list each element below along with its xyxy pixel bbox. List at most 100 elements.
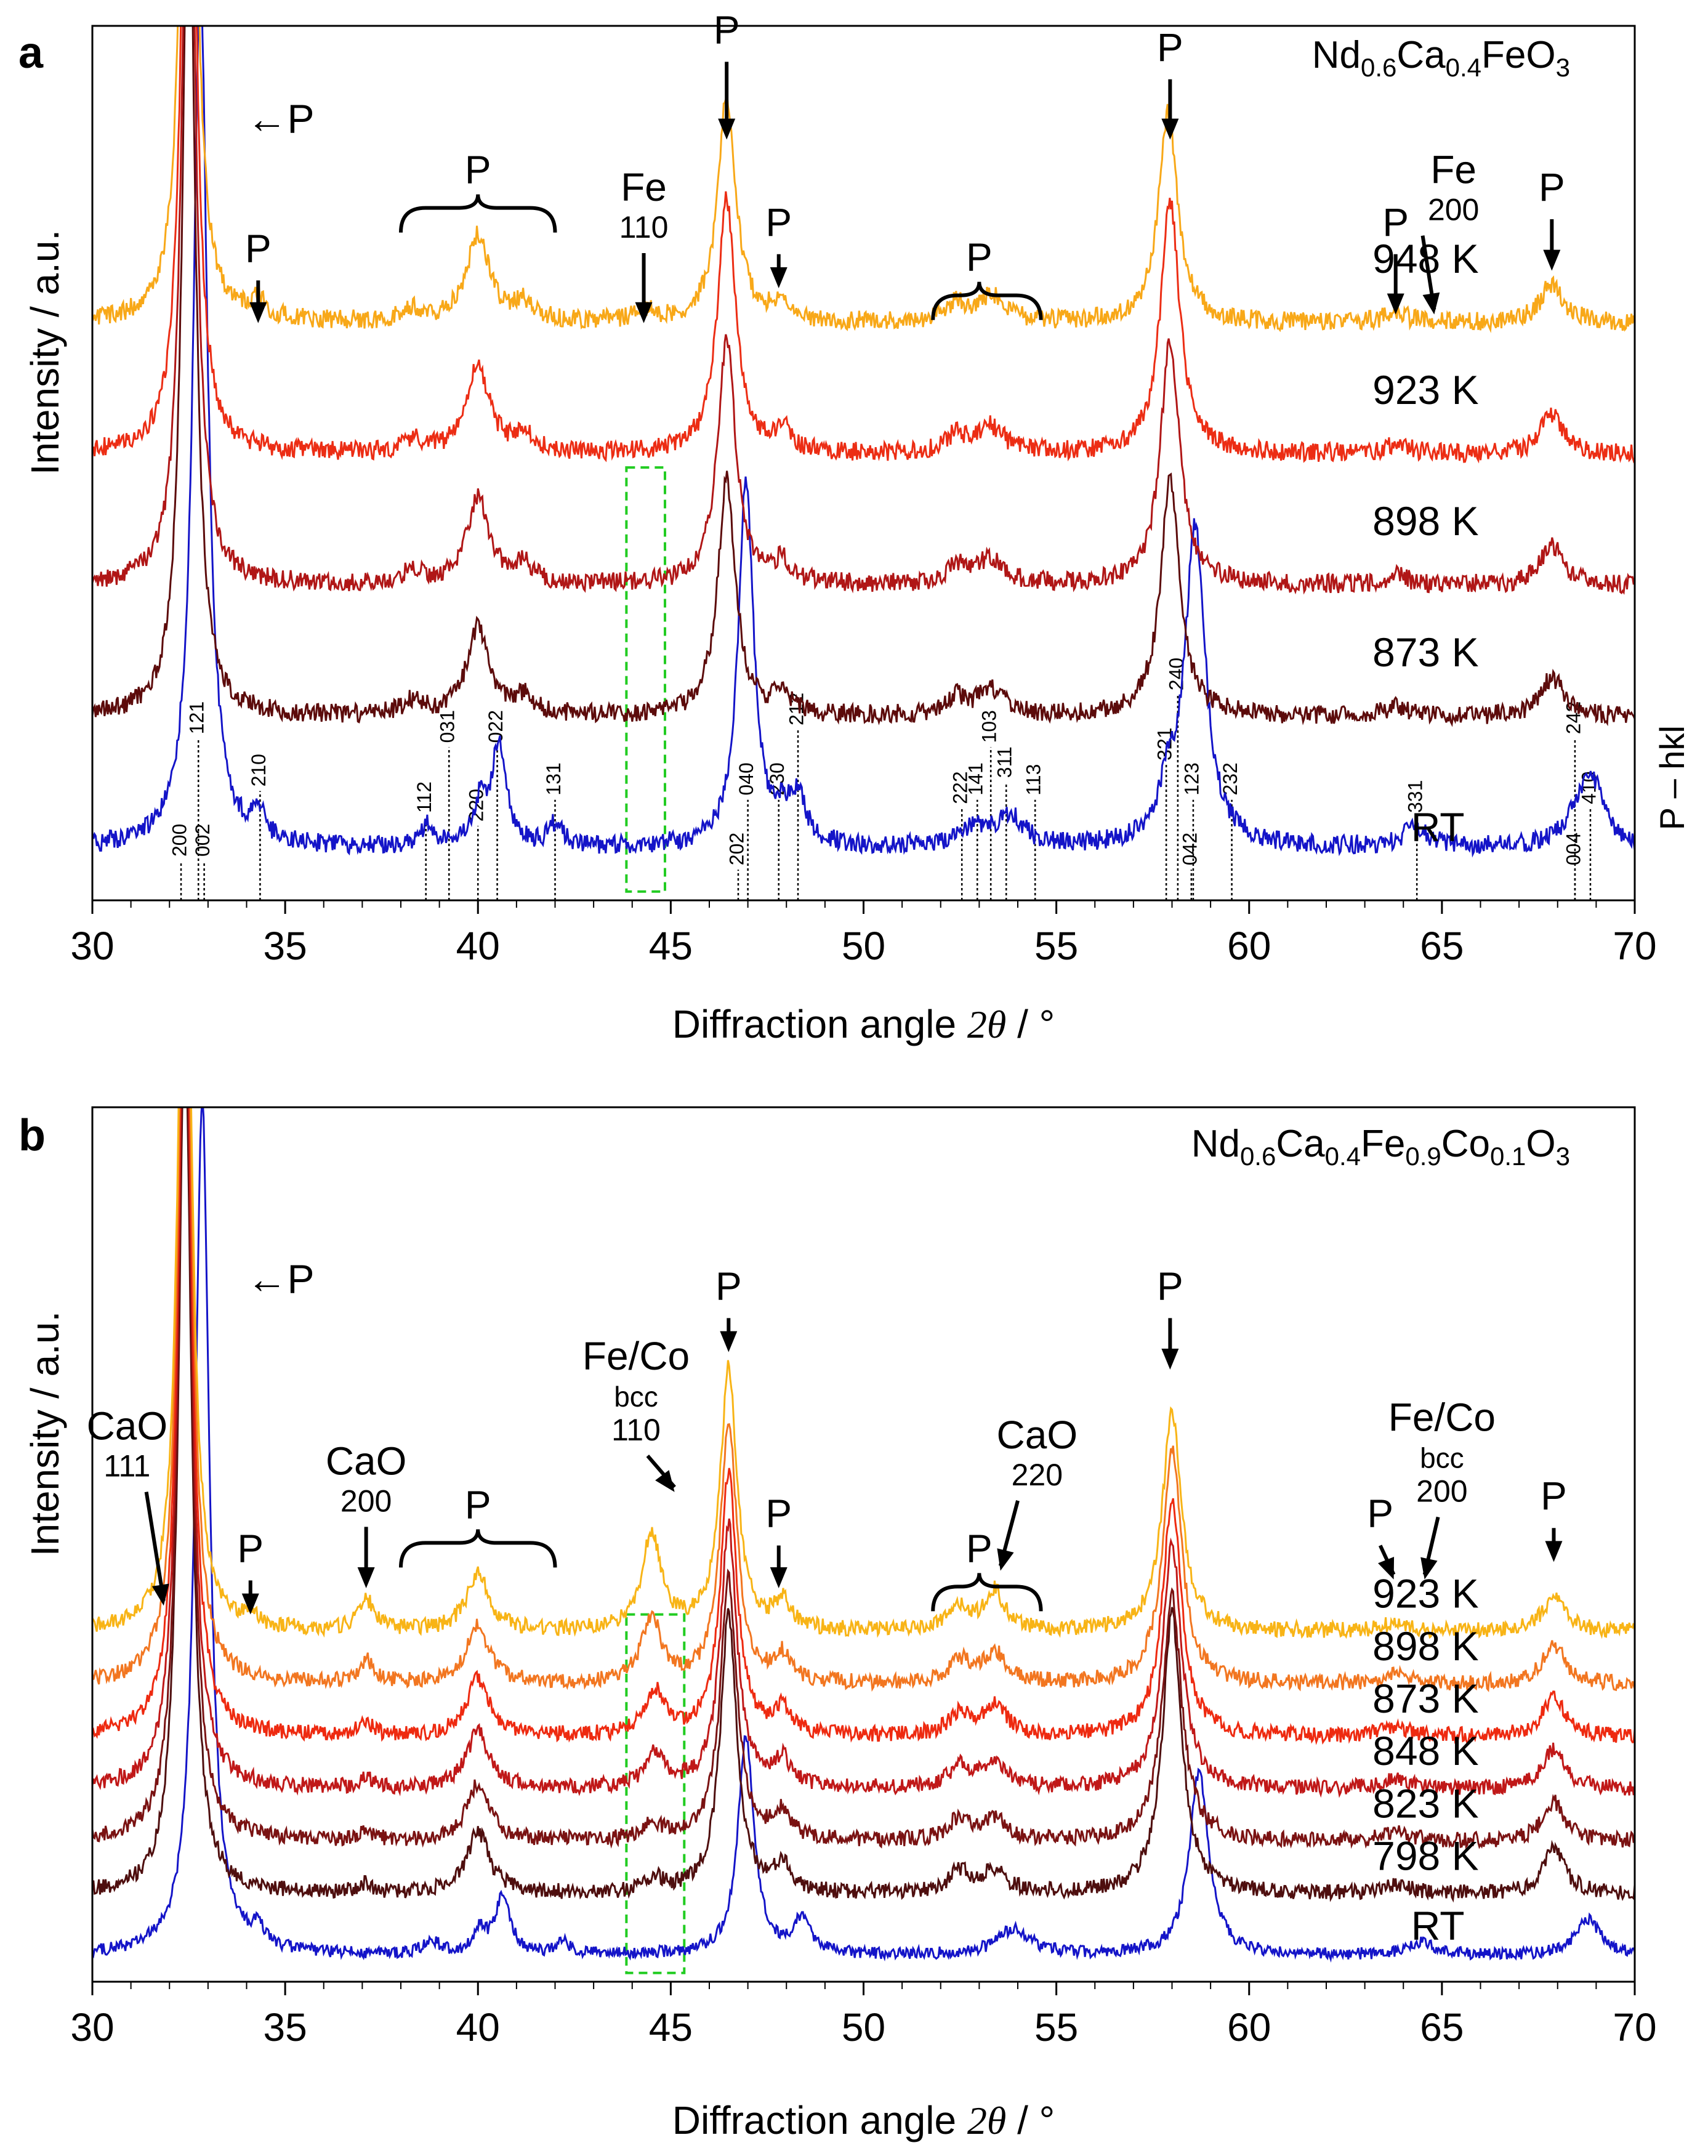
metal-phase-window bbox=[625, 1613, 686, 1974]
annotation-label: Fe/Co bbox=[582, 1334, 690, 1378]
x-tick-label: 65 bbox=[1420, 2005, 1464, 2049]
annotation-label: P bbox=[237, 1526, 264, 1570]
hkl-label: 031 bbox=[437, 710, 459, 743]
annotation-label: P bbox=[765, 200, 792, 244]
hkl-label: 222 bbox=[949, 771, 972, 804]
annotation-label: P bbox=[1157, 1264, 1183, 1308]
annotation-label: Fe bbox=[621, 165, 667, 209]
annotation-brace bbox=[399, 194, 557, 233]
x-tick-label: 55 bbox=[1034, 2005, 1078, 2049]
chart-title: Nd0.6Ca0.4Fe0.9Co0.1O3 bbox=[1191, 1123, 1570, 1171]
panel-letter: b bbox=[18, 1111, 46, 1160]
annotation-brace bbox=[931, 281, 1043, 320]
series-curve bbox=[92, 1107, 1635, 1745]
hkl-label: 112 bbox=[413, 781, 435, 813]
annotation-arrowhead bbox=[1161, 1349, 1179, 1370]
hkl-label: 004 bbox=[1562, 833, 1584, 865]
x-tick-label: 45 bbox=[649, 2005, 693, 2049]
chart-title: Nd0.6Ca0.4FeO3 bbox=[1312, 34, 1570, 82]
series-curve bbox=[92, 26, 1635, 858]
y-axis-label: Intensity / a.u. bbox=[23, 1311, 67, 1556]
annotation-label: ←P bbox=[247, 96, 315, 142]
annotation-label: CaO bbox=[326, 1439, 407, 1483]
annotation-arrow bbox=[144, 1492, 166, 1601]
annotation-label: P bbox=[966, 235, 993, 280]
annotation-label: P bbox=[1157, 25, 1183, 70]
hkl-label: 200 bbox=[168, 824, 190, 857]
annotation-brace bbox=[399, 1529, 557, 1568]
metal-phase-window bbox=[625, 466, 666, 893]
annotation-arrowhead bbox=[1422, 292, 1440, 315]
annotation-arrowhead bbox=[1378, 1557, 1395, 1580]
x-axis-label: Diffraction angle 2θ / ° bbox=[672, 1002, 1055, 1046]
annotation-label: P bbox=[715, 1264, 742, 1308]
x-tick-label: 35 bbox=[264, 924, 307, 968]
series-label: 873 K bbox=[1372, 629, 1478, 675]
hkl-label: 240 bbox=[1165, 658, 1187, 690]
annotation-label: 111 bbox=[103, 1449, 150, 1484]
hkl-label: 002 bbox=[191, 824, 214, 857]
annotation-label: CaO bbox=[87, 1404, 168, 1448]
x-tick-label: 60 bbox=[1227, 924, 1271, 968]
series-label: RT bbox=[1411, 1903, 1465, 1948]
annotation-label: 200 bbox=[340, 1484, 392, 1518]
series-curve bbox=[92, 1107, 1635, 1692]
panel-letter: a bbox=[18, 28, 44, 78]
annotation-brace bbox=[931, 1573, 1043, 1612]
hkl-label: 131 bbox=[542, 762, 565, 795]
annotation-label: P bbox=[1539, 165, 1565, 209]
series-label: 873 K bbox=[1372, 1676, 1478, 1721]
annotation-arrowhead bbox=[770, 267, 788, 288]
annotation-arrowhead bbox=[357, 1567, 375, 1588]
annotation-arrowhead bbox=[718, 118, 736, 140]
x-tick-label: 70 bbox=[1613, 924, 1656, 968]
annotation-arrowhead bbox=[151, 1583, 169, 1606]
x-tick-label: 45 bbox=[649, 924, 693, 968]
annotation-label: bcc bbox=[614, 1381, 658, 1413]
annotation-label: P bbox=[966, 1526, 993, 1570]
hkl-label: 123 bbox=[1180, 762, 1202, 795]
hkl-label: 042 bbox=[1178, 833, 1201, 865]
hkl-label: 311 bbox=[994, 746, 1016, 778]
x-tick-label: 30 bbox=[70, 924, 114, 968]
hkl-label: 040 bbox=[735, 762, 757, 795]
annotation-arrowhead bbox=[1420, 1557, 1438, 1580]
series-label: 823 K bbox=[1372, 1780, 1478, 1826]
annotation-label: Fe bbox=[1430, 148, 1476, 192]
x-tick-label: 40 bbox=[456, 2005, 500, 2049]
hkl-label: 210 bbox=[248, 754, 270, 786]
x-tick-label: 65 bbox=[1420, 924, 1464, 968]
series-curve bbox=[92, 1107, 1635, 1963]
annotation-arrowhead bbox=[1545, 1541, 1563, 1562]
annotation-label: bcc bbox=[1420, 1442, 1464, 1474]
annotation-label: P bbox=[245, 226, 272, 270]
series-label: 848 K bbox=[1372, 1728, 1478, 1774]
annotation-label: P bbox=[1367, 1492, 1393, 1536]
plot-frame bbox=[91, 25, 1636, 902]
annotation-label: P bbox=[465, 148, 491, 192]
x-tick-label: 40 bbox=[456, 924, 500, 968]
annotation-arrowhead bbox=[1387, 293, 1404, 315]
annotation-label: CaO bbox=[997, 1413, 1078, 1457]
annotation-arrowhead bbox=[655, 1470, 675, 1492]
annotation-arrowhead bbox=[770, 1567, 788, 1588]
hkl-label: 103 bbox=[978, 710, 1001, 743]
x-tick-label: 50 bbox=[842, 924, 885, 968]
series-curve bbox=[92, 1107, 1635, 1798]
hkl-label: 331 bbox=[1404, 780, 1427, 813]
series-curve bbox=[92, 26, 1635, 595]
series-label: 898 K bbox=[1372, 1623, 1478, 1669]
annotation-label: Fe/Co bbox=[1388, 1395, 1496, 1439]
series-curve bbox=[92, 1107, 1635, 1849]
annotation-label: P bbox=[1541, 1474, 1567, 1518]
annotation-label: 220 bbox=[1012, 1458, 1063, 1492]
annotation-arrowhead bbox=[720, 1331, 738, 1352]
series-label: 798 K bbox=[1372, 1833, 1478, 1879]
series-curve bbox=[92, 26, 1635, 727]
hkl-label: 022 bbox=[485, 710, 507, 743]
annotation-arrowhead bbox=[249, 302, 267, 323]
annotation-label: P bbox=[765, 1492, 792, 1536]
annotation-label: ←P bbox=[247, 1256, 315, 1301]
